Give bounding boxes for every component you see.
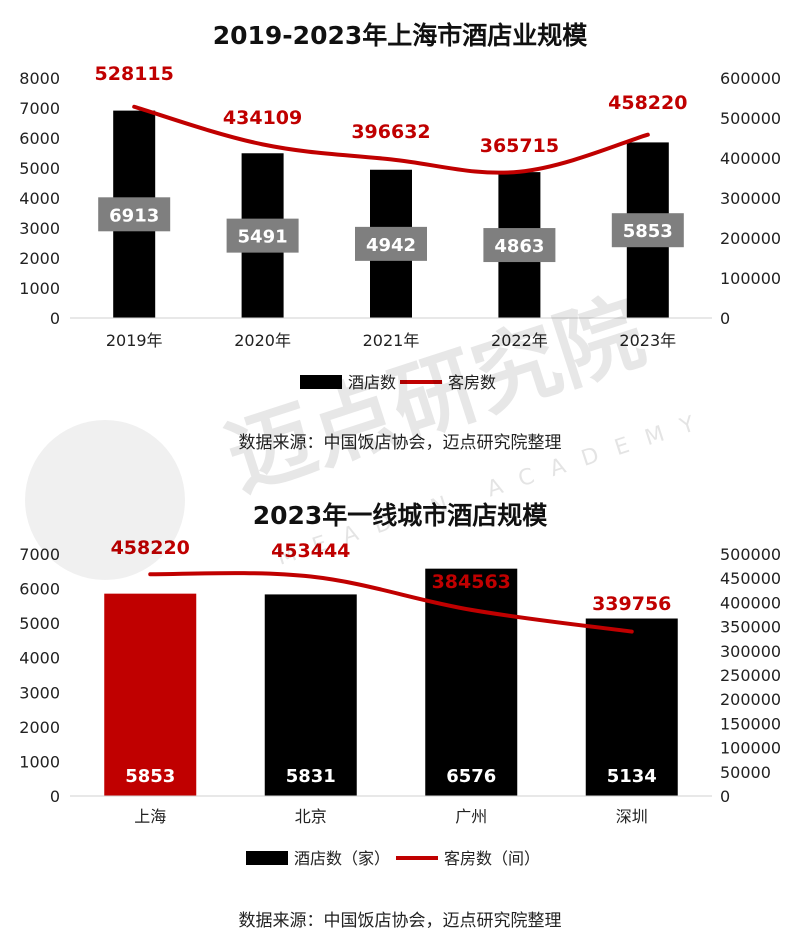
left-y-tick: 6000: [19, 129, 60, 148]
line-data-label: 434109: [223, 107, 302, 129]
bar: [585, 618, 678, 796]
left-y-tick: 1000: [19, 279, 60, 298]
right-y-tick: 50000: [720, 763, 771, 782]
left-y-tick: 1000: [19, 752, 60, 771]
bar-data-label: 4942: [366, 235, 416, 256]
x-tick: 2019年: [106, 331, 163, 350]
bar-label-box: [355, 226, 427, 261]
left-y-tick: 7000: [19, 99, 60, 118]
x-tick: 广州: [455, 807, 487, 826]
line-data-label: 528115: [95, 63, 174, 85]
bar-data-label: 5491: [238, 227, 288, 248]
line-data-label: 396632: [351, 121, 430, 143]
x-tick: 2023年: [619, 331, 676, 350]
series-line-rooms: [132, 104, 650, 175]
legend-line-label: 客房数（间）: [444, 849, 540, 868]
chart-tier1-city-hotel-scale: 2023年一线城市酒店规模 0 1000 2000 3000 4000 5000 6000 70…: [19, 501, 781, 931]
legend-bar-label: 酒店数（家）: [294, 849, 390, 868]
right-y-tick: 450000: [720, 569, 781, 588]
x-tick: 2020年: [234, 331, 291, 350]
source-note: 数据来源：中国饭店协会，迈点研究院整理: [239, 911, 562, 931]
right-y-tick: 100000: [720, 269, 781, 288]
chart-title: 2023年一线城市酒店规模: [253, 501, 549, 530]
bar: [104, 593, 197, 796]
right-y-tick: 400000: [720, 593, 781, 612]
left-y-tick: 7000: [19, 545, 60, 564]
right-y-tick: 0: [720, 309, 730, 328]
right-y-tick: 350000: [720, 618, 781, 637]
bar-label-box: [611, 213, 684, 248]
x-tick: 北京: [295, 807, 327, 826]
right-y-tick: 200000: [720, 229, 781, 248]
bar-label-box: [483, 228, 556, 263]
chart-title: 2019-2023年上海市酒店业规模: [213, 21, 589, 50]
source-note: 数据来源：中国饭店协会，迈点研究院整理: [239, 433, 562, 453]
right-y-tick: 400000: [720, 149, 781, 168]
legend-bar-swatch: [300, 375, 342, 389]
bar-data-label: 5853: [623, 221, 673, 242]
right-y-tick: 500000: [720, 545, 781, 564]
line-data-label: 384563: [432, 571, 511, 593]
line-data-label: 458220: [608, 92, 687, 114]
bar-data-label: 6576: [446, 766, 496, 787]
left-y-tick: 0: [50, 309, 60, 328]
right-y-tick: 100000: [720, 739, 781, 758]
left-y-tick: 4000: [19, 649, 60, 668]
chart-shanghai-hotel-scale: 2019-2023年上海市酒店业规模 0 1000 2000 3000 4000 5000 6…: [19, 21, 781, 453]
left-y-tick: 0: [50, 787, 60, 806]
series-line-rooms: [148, 571, 634, 634]
right-y-tick: 150000: [720, 714, 781, 733]
line-data-label: 453444: [271, 540, 350, 562]
bar: [425, 568, 518, 796]
left-y-tick: 3000: [19, 219, 60, 238]
right-y-tick: 300000: [720, 642, 781, 661]
left-y-tick: 5000: [19, 159, 60, 178]
left-y-tick: 6000: [19, 580, 60, 599]
right-y-tick: 600000: [720, 69, 781, 88]
right-y-tick: 300000: [720, 189, 781, 208]
bar-data-label: 4863: [494, 236, 544, 257]
left-y-tick: 8000: [19, 69, 60, 88]
left-y-tick: 2000: [19, 249, 60, 268]
bar-data-label: 5831: [286, 766, 336, 787]
legend-line-label: 客房数: [448, 373, 496, 392]
bar-data-label: 5134: [607, 766, 657, 787]
bar-label-box: [226, 218, 299, 253]
x-tick: 上海: [134, 807, 166, 826]
legend-bar-swatch: [246, 851, 288, 865]
left-y-tick: 5000: [19, 614, 60, 633]
bar-data-label: 5853: [125, 766, 175, 787]
right-y-tick: 500000: [720, 109, 781, 128]
line-data-label: 458220: [111, 537, 190, 559]
x-tick: 2022年: [491, 331, 548, 350]
bar-label-box: [98, 197, 171, 232]
bar-data-label: 6913: [109, 205, 159, 226]
line-data-label: 365715: [480, 135, 559, 157]
left-y-tick: 3000: [19, 683, 60, 702]
bar: [264, 594, 357, 796]
right-y-tick: 0: [720, 787, 730, 806]
x-tick: 2021年: [363, 331, 420, 350]
left-y-tick: 2000: [19, 718, 60, 737]
legend-bar-label: 酒店数: [348, 373, 396, 392]
right-y-tick: 200000: [720, 690, 781, 709]
left-y-tick: 4000: [19, 189, 60, 208]
x-tick: 深圳: [616, 807, 648, 826]
line-data-label: 339756: [592, 593, 671, 615]
right-y-tick: 250000: [720, 666, 781, 685]
